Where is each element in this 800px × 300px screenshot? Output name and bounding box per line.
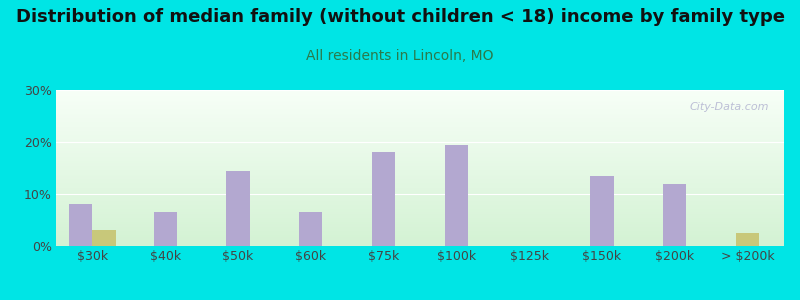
Bar: [736, 233, 759, 246]
Bar: [445, 145, 468, 246]
Bar: [590, 176, 614, 246]
Bar: [69, 204, 93, 246]
Bar: [93, 230, 116, 246]
Bar: [226, 171, 250, 246]
Text: All residents in Lincoln, MO: All residents in Lincoln, MO: [306, 50, 494, 64]
Text: City-Data.com: City-Data.com: [690, 103, 770, 112]
Bar: [663, 184, 686, 246]
Bar: [372, 152, 395, 246]
Bar: [299, 212, 322, 246]
Legend: Married couple, Female, no husband: Married couple, Female, no husband: [270, 296, 570, 300]
Text: Distribution of median family (without children < 18) income by family type: Distribution of median family (without c…: [15, 8, 785, 26]
Bar: [154, 212, 177, 246]
